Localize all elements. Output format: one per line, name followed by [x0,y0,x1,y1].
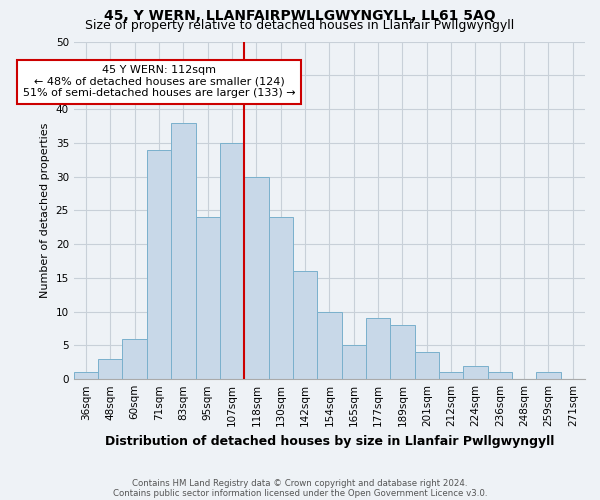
Text: Contains HM Land Registry data © Crown copyright and database right 2024.
Contai: Contains HM Land Registry data © Crown c… [113,479,487,498]
Bar [341,346,366,379]
Bar [415,352,439,379]
X-axis label: Distribution of detached houses by size in Llanfair Pwllgwyngyll: Distribution of detached houses by size … [105,434,554,448]
Bar [98,359,122,379]
Text: 45 Y WERN: 112sqm
← 48% of detached houses are smaller (124)
51% of semi-detache: 45 Y WERN: 112sqm ← 48% of detached hous… [23,65,295,98]
Bar [74,372,98,379]
Bar [171,122,196,379]
Bar [317,312,341,379]
Y-axis label: Number of detached properties: Number of detached properties [40,122,50,298]
Text: Size of property relative to detached houses in Llanfair Pwllgwyngyll: Size of property relative to detached ho… [85,18,515,32]
Bar [122,338,147,379]
Bar [220,143,244,379]
Bar [147,150,171,379]
Bar [196,217,220,379]
Bar [463,366,488,379]
Bar [439,372,463,379]
Bar [269,217,293,379]
Bar [488,372,512,379]
Bar [390,325,415,379]
Bar [366,318,390,379]
Text: 45, Y WERN, LLANFAIRPWLLGWYNGYLL, LL61 5AQ: 45, Y WERN, LLANFAIRPWLLGWYNGYLL, LL61 5… [104,9,496,23]
Bar [536,372,560,379]
Bar [293,271,317,379]
Bar [244,176,269,379]
